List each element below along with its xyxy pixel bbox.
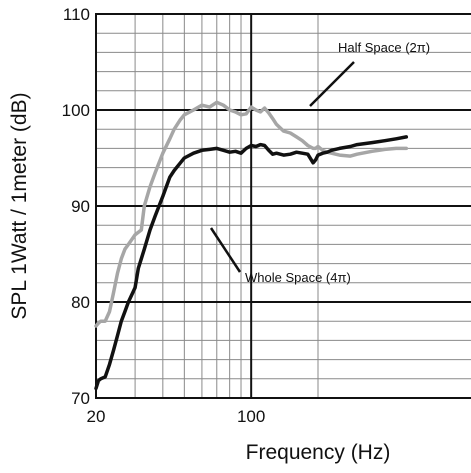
half-space-series-line xyxy=(94,100,409,328)
whole-space-leader-line xyxy=(209,227,242,273)
y-tick-labels: 70 80 90 100 110 xyxy=(62,5,90,408)
x-tick-labels: 20 100 xyxy=(87,407,266,426)
y-tick-label: 110 xyxy=(63,5,90,24)
half-space-leader-line xyxy=(309,61,355,107)
whole-space-annotation: Whole Space (4π) xyxy=(245,270,351,285)
y-axis-label: SPL 1Watt / 1meter (dB) xyxy=(8,92,31,319)
y-tick-label: 80 xyxy=(71,293,90,312)
plot-area-frame xyxy=(95,13,471,399)
minor-gridlines xyxy=(96,14,471,398)
half-space-annotation: Half Space (2π) xyxy=(338,40,430,55)
y-tick-label: 100 xyxy=(62,101,90,120)
series-layer xyxy=(94,100,409,391)
y-tick-label: 90 xyxy=(71,197,90,216)
x-tick-label: 100 xyxy=(237,407,265,426)
x-axis-label: Frequency (Hz) xyxy=(246,441,391,464)
y-tick-label: 70 xyxy=(71,389,90,408)
whole-space-series-line xyxy=(94,135,409,391)
x-tick-label: 20 xyxy=(87,407,106,426)
